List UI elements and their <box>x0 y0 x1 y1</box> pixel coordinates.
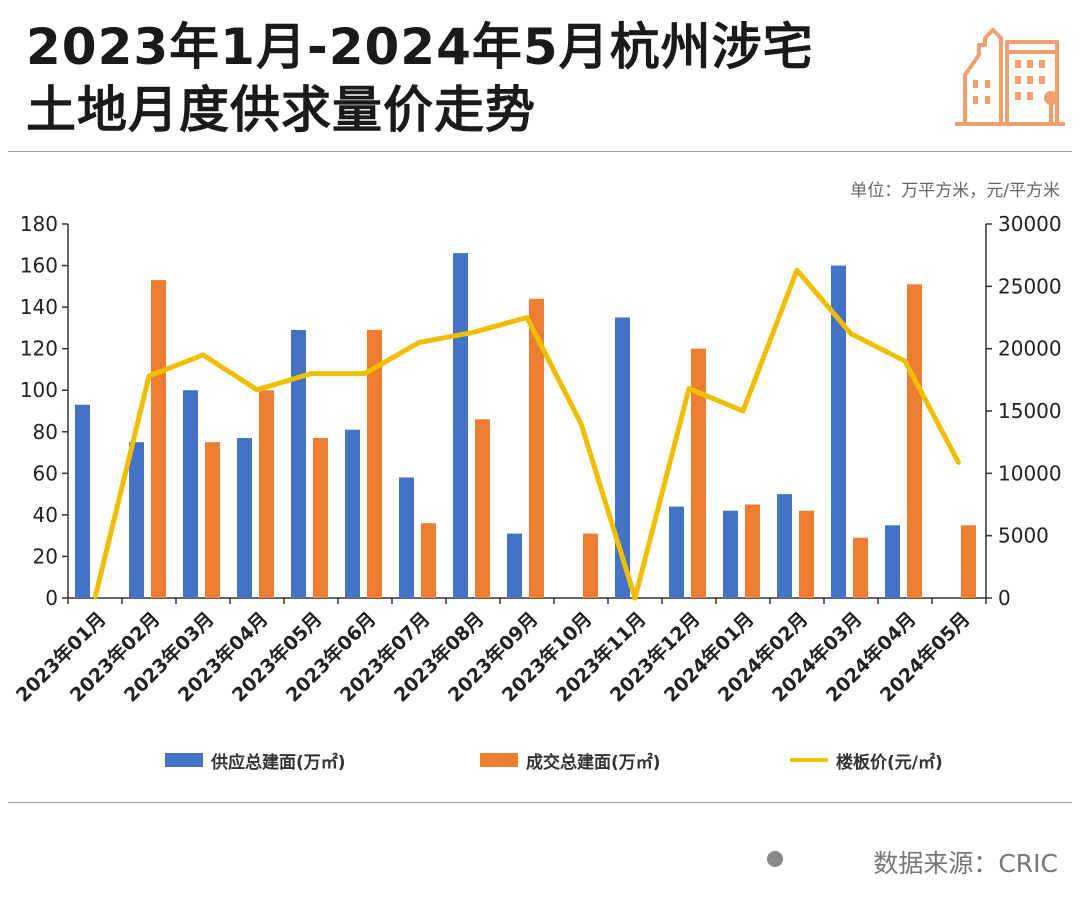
left-tick-label: 120 <box>20 337 58 361</box>
left-tick-label: 60 <box>33 461 58 485</box>
price-point <box>957 461 961 465</box>
price-point <box>903 359 907 363</box>
supply-bar <box>129 442 144 598</box>
left-tick-label: 80 <box>33 420 58 444</box>
price-point <box>525 316 529 319</box>
supply-bar <box>291 329 306 598</box>
deal-bar <box>853 537 868 598</box>
supply-bar <box>345 429 360 598</box>
chart-plot: 0 20 40 60 80 100 120 140 160 180 0 5000 10000 15000 2… <box>11 212 1062 706</box>
deal-bar <box>151 280 166 598</box>
title-line-1: 2023年1月-2024年5月杭州涉宅 <box>26 18 814 76</box>
legend-price-swatch <box>790 758 828 762</box>
deal-bar <box>529 298 544 598</box>
deal-bar <box>205 442 220 598</box>
supply-bar <box>75 404 90 598</box>
right-tick-label: 0 <box>998 586 1011 610</box>
legend-price-label: 楼板价(元/㎡) <box>836 752 943 773</box>
supply-bar <box>777 494 792 598</box>
right-tick-label: 10000 <box>998 461 1062 485</box>
left-tick-label: 160 <box>20 254 58 278</box>
supply-bar <box>831 265 846 598</box>
left-tick-label: 140 <box>20 295 58 319</box>
legend-deal-label: 成交总建面(万㎡) <box>526 752 661 773</box>
deal-bar <box>691 348 706 598</box>
price-point <box>147 374 151 378</box>
left-tick-label: 0 <box>45 586 58 610</box>
supply-bar <box>669 506 684 598</box>
supply-bar <box>885 525 900 598</box>
left-tick-label: 20 <box>33 544 58 568</box>
price-point <box>255 388 259 392</box>
price-line <box>92 267 962 601</box>
right-tick-label: 15000 <box>998 399 1062 423</box>
supply-bar <box>237 438 252 598</box>
right-tick-label: 30000 <box>998 212 1062 236</box>
right-tick-label: 25000 <box>998 274 1062 298</box>
supply-bar <box>615 317 630 598</box>
buildings-icon <box>955 28 1065 126</box>
legend-deal-swatch <box>480 753 518 767</box>
supply-bar <box>507 533 522 598</box>
right-tick-label: 20000 <box>998 337 1062 361</box>
price-point <box>201 353 205 357</box>
price-point <box>687 387 691 391</box>
legend-deal: 成交总建面(万㎡) <box>480 745 661 775</box>
left-tick-label: 180 <box>20 212 58 236</box>
deal-bar <box>907 284 922 598</box>
price-point <box>579 421 583 425</box>
price-point <box>471 330 475 334</box>
price-point <box>795 268 799 272</box>
price-point <box>417 340 421 344</box>
deal-bar <box>745 504 760 598</box>
deal-bar <box>475 419 490 598</box>
price-point <box>93 596 97 600</box>
source-note: 数据来源：CRIC <box>873 849 1058 878</box>
dot-icon <box>767 851 783 867</box>
deal-bar <box>313 438 328 598</box>
left-tick-label: 40 <box>33 503 58 527</box>
title-line-2: 土地月度供求量价走势 <box>26 81 536 139</box>
legend-supply-label: 供应总建面(万㎡) <box>211 752 346 773</box>
unit-note: 单位：万平方米，元/平方米 <box>850 181 1060 201</box>
legend-supply: 供应总建面(万㎡) <box>165 745 346 775</box>
right-tick-label: 5000 <box>998 524 1049 548</box>
price-point <box>363 372 367 376</box>
deal-bar <box>799 510 814 598</box>
legend-supply-swatch <box>165 753 203 767</box>
chart-title: 2023年1月-2024年5月杭州涉宅 土地月度供求量价走势 <box>26 16 906 142</box>
supply-bar <box>183 390 198 598</box>
left-tick-label: 100 <box>20 378 58 402</box>
deal-bar <box>583 533 598 598</box>
price-point <box>633 596 637 600</box>
deal-bar <box>259 390 274 598</box>
deal-bar <box>421 523 436 598</box>
price-point <box>741 409 745 413</box>
supply-bar <box>453 253 468 598</box>
header-divider <box>8 151 1072 152</box>
deal-bar <box>367 329 382 598</box>
legend-price: 楼板价(元/㎡) <box>790 745 943 775</box>
price-point <box>849 332 853 336</box>
supply-bar <box>723 510 738 598</box>
deal-bar <box>961 525 976 598</box>
footer-divider <box>8 802 1072 803</box>
price-point <box>309 372 313 376</box>
supply-bar <box>399 477 414 598</box>
